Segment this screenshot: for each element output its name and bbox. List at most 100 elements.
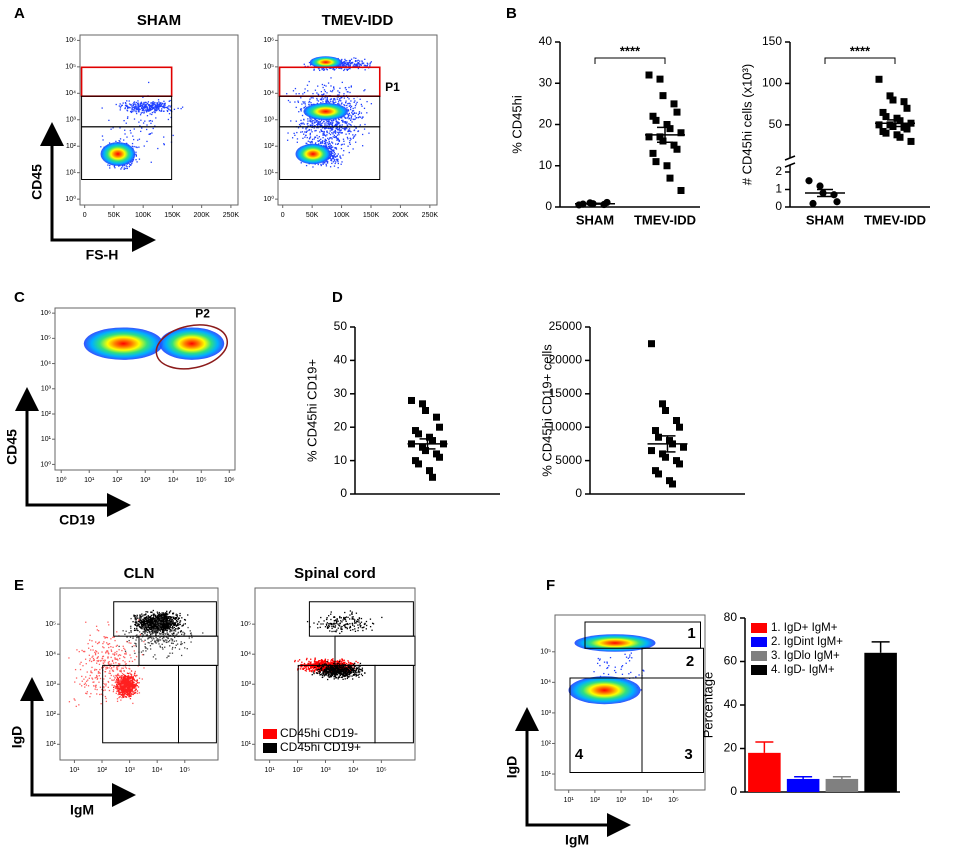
event-dot — [152, 625, 154, 627]
event-dot — [333, 160, 336, 162]
event-dot — [131, 682, 133, 684]
event-dot — [153, 627, 155, 629]
event-dot — [107, 656, 109, 658]
event-dot — [340, 157, 342, 159]
event-dot — [348, 130, 350, 133]
event-dot — [346, 113, 349, 115]
event-dot — [124, 676, 126, 679]
event-dot — [177, 628, 179, 630]
event-dot — [292, 90, 295, 92]
event-dot — [128, 676, 130, 678]
event-dot — [138, 108, 140, 110]
event-dot — [121, 686, 123, 688]
event-dot — [142, 109, 145, 111]
event-dot — [350, 124, 352, 126]
event-dot — [322, 126, 325, 129]
event-dot — [86, 671, 88, 673]
event-dot — [128, 667, 130, 670]
event-dot — [175, 628, 177, 630]
event-dot — [107, 652, 109, 654]
event-dot — [188, 637, 190, 639]
event-dot — [161, 625, 163, 627]
event-dot — [146, 631, 149, 634]
event-dot — [141, 640, 143, 642]
event-dot — [338, 103, 340, 105]
event-dot — [153, 626, 156, 628]
event-dot — [110, 674, 112, 677]
event-dot — [157, 639, 159, 642]
event-dot — [331, 155, 333, 157]
event-dot — [305, 128, 307, 130]
event-dot — [323, 134, 325, 136]
event-dot — [154, 628, 156, 630]
event-dot — [337, 159, 339, 162]
data-point — [656, 133, 664, 141]
event-dot — [128, 100, 130, 102]
event-dot — [346, 117, 348, 119]
event-dot — [168, 612, 171, 614]
event-dot — [329, 143, 331, 145]
event-dot — [149, 107, 151, 110]
event-dot — [135, 619, 137, 621]
event-dot — [128, 677, 130, 679]
event-dot — [109, 164, 111, 167]
event-dot — [135, 692, 137, 694]
y-tick-label: 10000 — [549, 419, 583, 433]
event-dot — [297, 127, 300, 129]
event-dot — [118, 165, 120, 167]
event-dot — [357, 67, 360, 70]
event-dot — [116, 668, 118, 670]
event-dot — [96, 688, 98, 691]
event-dot — [162, 613, 164, 615]
event-dot — [126, 690, 129, 692]
event-dot — [150, 628, 153, 630]
event-dot — [180, 630, 182, 632]
y-tick-label: 10¹ — [264, 170, 275, 177]
event-dot — [104, 675, 107, 677]
event-dot — [335, 136, 337, 138]
event-dot — [336, 155, 338, 157]
event-dot — [164, 639, 167, 641]
event-dot — [153, 628, 155, 630]
event-dot — [145, 630, 147, 633]
y-tick-label: 10⁵ — [263, 64, 274, 71]
event-dot — [335, 119, 337, 121]
event-dot — [104, 695, 107, 698]
event-dot — [139, 633, 142, 636]
event-dot — [130, 631, 132, 633]
event-dot — [343, 104, 345, 106]
gate — [279, 126, 381, 181]
event-dot — [157, 613, 159, 615]
data-point — [889, 96, 897, 104]
event-dot — [157, 641, 159, 643]
event-dot — [159, 613, 161, 615]
event-dot — [175, 625, 177, 627]
event-dot — [349, 105, 351, 107]
event-dot — [163, 107, 165, 109]
event-dot — [325, 102, 328, 104]
event-dot — [329, 166, 332, 168]
event-dot — [167, 622, 170, 624]
event-dot — [346, 68, 348, 71]
event-dot — [121, 667, 123, 669]
event-dot — [135, 111, 137, 113]
event-dot — [351, 121, 353, 123]
event-dot — [125, 691, 128, 693]
event-dot — [341, 119, 343, 122]
event-dot — [154, 624, 156, 626]
event-dot — [119, 691, 121, 693]
event-dot — [142, 106, 145, 109]
event-dot — [168, 624, 171, 627]
event-dot — [135, 639, 137, 641]
event-dot — [113, 686, 115, 689]
event-dot — [339, 156, 341, 158]
event-dot — [124, 666, 127, 668]
event-dot — [135, 105, 137, 107]
event-dot — [152, 637, 154, 639]
event-dot — [171, 634, 174, 636]
event-dot — [122, 690, 124, 692]
event-dot — [177, 107, 179, 110]
event-dot — [68, 657, 70, 659]
event-dot — [123, 683, 125, 685]
y-tick-label: 1 — [775, 182, 782, 196]
